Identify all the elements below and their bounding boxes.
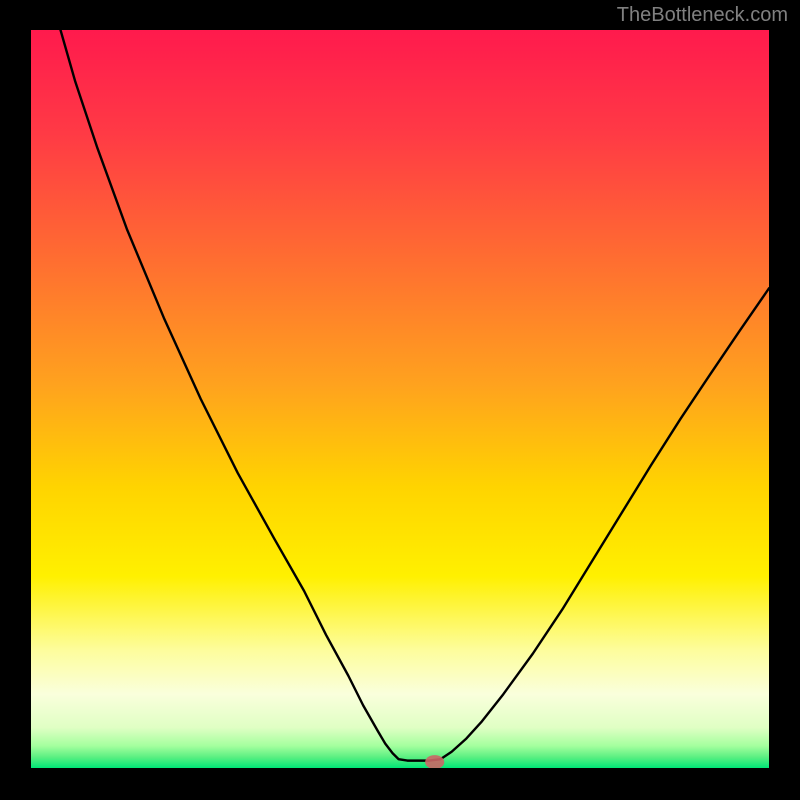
chart-background — [31, 30, 769, 768]
bottleneck-chart — [31, 30, 769, 768]
watermark-text: TheBottleneck.com — [617, 4, 788, 27]
chart-svg — [31, 30, 769, 768]
